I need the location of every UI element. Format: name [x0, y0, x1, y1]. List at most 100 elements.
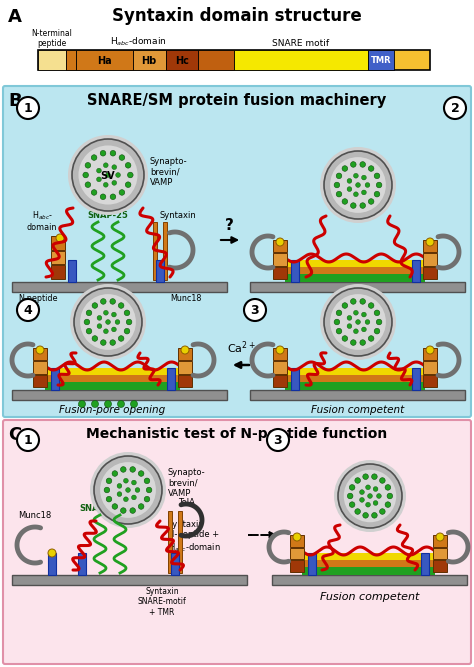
Circle shape — [120, 467, 126, 472]
Circle shape — [334, 182, 340, 188]
Circle shape — [100, 340, 106, 346]
Bar — [45, 382, 180, 390]
Circle shape — [355, 478, 360, 484]
Circle shape — [36, 346, 44, 354]
Bar — [291, 260, 299, 282]
Bar — [273, 240, 287, 252]
Bar — [421, 553, 429, 575]
Bar — [163, 222, 167, 280]
Bar — [291, 368, 299, 390]
Circle shape — [336, 191, 342, 197]
Circle shape — [347, 179, 352, 183]
Circle shape — [112, 471, 118, 476]
Bar — [12, 282, 227, 292]
Bar — [285, 368, 425, 375]
Text: A: A — [8, 8, 22, 26]
Circle shape — [92, 336, 98, 342]
Circle shape — [86, 310, 92, 315]
Text: SNAP-25: SNAP-25 — [88, 211, 128, 220]
Circle shape — [110, 299, 116, 304]
Circle shape — [91, 155, 97, 160]
Circle shape — [354, 310, 358, 315]
Text: ?: ? — [368, 289, 377, 303]
Circle shape — [350, 161, 356, 167]
Circle shape — [116, 173, 120, 177]
Circle shape — [426, 238, 434, 246]
Circle shape — [320, 147, 396, 223]
Bar — [153, 222, 157, 280]
Circle shape — [324, 151, 392, 219]
Bar — [423, 267, 437, 279]
Circle shape — [360, 498, 365, 502]
Text: TMR: TMR — [371, 56, 392, 65]
Circle shape — [90, 452, 166, 528]
Circle shape — [374, 328, 380, 334]
Circle shape — [368, 494, 373, 498]
Circle shape — [91, 189, 97, 195]
Circle shape — [356, 183, 360, 187]
Bar — [33, 348, 47, 360]
Circle shape — [85, 163, 91, 168]
Text: Syntaxin domain structure: Syntaxin domain structure — [112, 7, 362, 25]
Circle shape — [372, 474, 377, 480]
Bar — [51, 265, 65, 279]
Bar — [423, 375, 437, 387]
Circle shape — [320, 284, 396, 360]
Circle shape — [360, 203, 365, 208]
Circle shape — [79, 145, 137, 205]
Bar — [433, 548, 447, 560]
Bar — [76, 50, 133, 70]
Circle shape — [144, 496, 150, 502]
Circle shape — [106, 496, 112, 502]
Text: Munc18: Munc18 — [170, 294, 201, 303]
Circle shape — [17, 299, 39, 321]
Circle shape — [365, 319, 370, 324]
Circle shape — [100, 194, 106, 199]
Circle shape — [444, 97, 466, 119]
Circle shape — [362, 312, 366, 317]
Bar — [78, 553, 86, 575]
Circle shape — [126, 488, 130, 492]
Circle shape — [130, 508, 136, 514]
Circle shape — [267, 429, 289, 451]
Text: H$_{abc}$-domain: H$_{abc}$-domain — [109, 35, 166, 48]
Circle shape — [350, 203, 356, 208]
Bar — [433, 560, 447, 572]
Circle shape — [103, 182, 108, 187]
Bar — [66, 50, 76, 70]
Circle shape — [362, 190, 366, 195]
Bar — [133, 50, 166, 70]
Text: 1: 1 — [24, 434, 32, 447]
Text: Synapto-
brevin/
VAMP: Synapto- brevin/ VAMP — [150, 157, 188, 187]
Bar — [250, 390, 465, 400]
Circle shape — [48, 549, 56, 557]
Text: Hb: Hb — [141, 55, 156, 65]
Circle shape — [112, 181, 117, 185]
Circle shape — [334, 460, 406, 532]
Text: Mechanistic test of N-peptide function: Mechanistic test of N-peptide function — [86, 427, 388, 441]
Circle shape — [97, 177, 101, 181]
Circle shape — [347, 493, 353, 499]
Circle shape — [118, 303, 124, 308]
Text: 2: 2 — [451, 102, 459, 115]
Circle shape — [380, 478, 385, 484]
Text: N-peptide: N-peptide — [18, 294, 57, 303]
Circle shape — [100, 151, 106, 156]
Circle shape — [365, 485, 370, 490]
Circle shape — [360, 299, 365, 304]
Bar — [302, 553, 435, 560]
Circle shape — [363, 512, 368, 518]
Bar — [38, 50, 66, 70]
Text: SNARE motif: SNARE motif — [273, 39, 329, 48]
Bar — [198, 50, 234, 70]
Circle shape — [80, 294, 136, 350]
Circle shape — [86, 328, 92, 334]
Text: C: C — [8, 426, 21, 444]
Circle shape — [436, 533, 444, 541]
Bar — [178, 375, 192, 387]
Circle shape — [125, 182, 131, 187]
Circle shape — [85, 182, 91, 187]
Circle shape — [135, 488, 140, 492]
Bar — [178, 362, 192, 374]
Circle shape — [119, 155, 125, 160]
